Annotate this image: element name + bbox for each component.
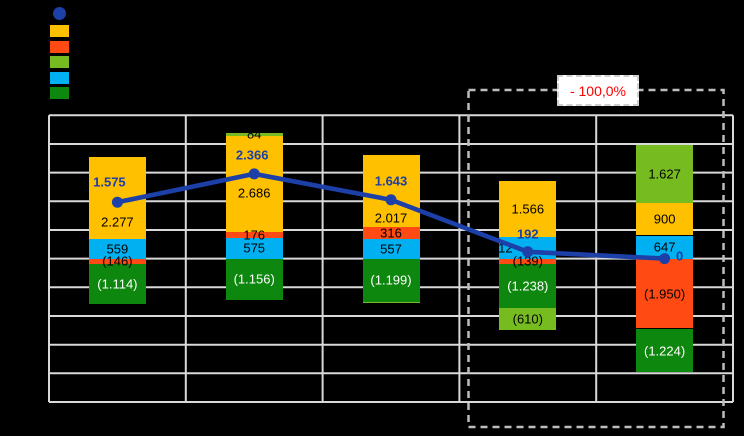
legend	[0, 0, 200, 110]
bar5-segment-yellow[interactable]	[636, 203, 694, 236]
bar2-segment-darkgreen[interactable]	[225, 258, 283, 300]
bar4-label-cyan: 612	[490, 240, 513, 256]
line-point-5[interactable]	[659, 253, 671, 265]
legend-marker-lightgreen-icon	[50, 56, 69, 68]
bar3-segment-yellow[interactable]	[362, 155, 420, 228]
bar1-label-darkgreen: (1.114)	[97, 276, 138, 292]
bar5-label-darkgreen: (1.224)	[643, 343, 686, 358]
bar2-segment-cyan[interactable]	[225, 238, 283, 259]
legend-marker-yellow-icon	[50, 25, 69, 37]
legend-item-yellow[interactable]	[50, 25, 75, 37]
bar4-segment-orange[interactable]	[499, 258, 557, 264]
legend-item-line[interactable]	[50, 7, 72, 20]
legend-marker-cyan-icon	[50, 71, 69, 84]
line-label-4: 192	[516, 226, 539, 242]
annotation-box: - 100,0%	[557, 75, 639, 106]
bar5-segment-orange[interactable]	[636, 258, 694, 329]
bar2-segment-orange[interactable]	[225, 231, 283, 238]
bar3-segment-lightgreen[interactable]	[362, 301, 420, 304]
bar3-segment-cyan[interactable]	[362, 238, 420, 259]
bar1-segment-darkgreen[interactable]	[88, 263, 146, 304]
bar5-segment-lightgreen[interactable]	[636, 144, 694, 204]
bar4-label-yellow: 1.566	[511, 201, 545, 217]
legend-item-orange[interactable]	[50, 40, 75, 53]
bar4-segment-darkgreen[interactable]	[499, 263, 557, 308]
line-label-3: 1.643	[374, 173, 408, 189]
line-label-1: 1.575	[93, 174, 126, 190]
bar5-segment-cyan[interactable]	[636, 235, 694, 259]
bar5-label-orange: (1.950)	[643, 286, 686, 302]
legend-item-cyan[interactable]	[50, 71, 75, 84]
bar1-segment-cyan[interactable]	[88, 238, 146, 259]
bar3-segment-orange[interactable]	[362, 227, 420, 239]
bar2-segment-lightgreen[interactable]	[225, 132, 283, 136]
annotation-text: - 100,0%	[569, 82, 627, 99]
line-point-1[interactable]	[111, 196, 123, 208]
bar1-label-orange: (146)	[102, 253, 133, 269]
bar4-label-darkgreen: (1.238)	[507, 278, 549, 294]
bar2-label-darkgreen: (1.156)	[233, 271, 275, 287]
bar2-segment-yellow[interactable]	[225, 135, 283, 232]
bar5-segment-darkgreen[interactable]	[636, 328, 694, 373]
bar2-label-cyan: 575	[243, 240, 266, 256]
line-label-5: 0	[675, 248, 684, 264]
legend-marker-line-icon	[53, 7, 66, 20]
bar4-label-lightgreen: (610)	[512, 311, 543, 327]
net-result-line[interactable]	[116, 171, 665, 261]
line-point-4[interactable]	[522, 246, 534, 258]
bar1-segment-orange[interactable]	[88, 258, 146, 264]
bar1-label-yellow: 2.277	[101, 214, 134, 230]
legend-item-darkgreen[interactable]	[50, 87, 75, 99]
bar3-label-cyan: 557	[380, 241, 402, 257]
bar5-label-lightgreen: 1.627	[648, 166, 681, 182]
bar2-label-yellow: 2.686	[237, 185, 271, 201]
legend-item-lightgreen[interactable]	[50, 56, 75, 68]
bar5-label-yellow: 900	[653, 211, 676, 227]
bar3-segment-darkgreen[interactable]	[362, 258, 420, 302]
bar4-segment-yellow[interactable]	[499, 180, 557, 237]
line-point-3[interactable]	[385, 194, 397, 206]
bar3-label-orange: 316	[380, 225, 402, 241]
bar3-label-darkgreen: (1.199)	[370, 272, 412, 288]
legend-marker-darkgreen-icon	[50, 87, 69, 99]
line-point-2[interactable]	[248, 168, 260, 180]
bar5-label-cyan: 647	[653, 239, 676, 255]
bar2-label-lightgreen: 84	[246, 126, 262, 142]
bar4-segment-cyan[interactable]	[499, 236, 557, 259]
bar2-label-orange: 176	[243, 227, 266, 243]
bar4-segment-lightgreen[interactable]	[499, 308, 557, 330]
highlight-dashed-box	[467, 88, 725, 429]
bar1-label-cyan: 559	[106, 241, 129, 257]
bar1-segment-yellow[interactable]	[88, 157, 146, 239]
bar4-label-orange: (139)	[512, 253, 543, 269]
bar3-label-yellow: 2.017	[374, 210, 408, 226]
legend-marker-orange-icon	[50, 40, 69, 53]
line-label-2: 2.366	[235, 147, 269, 163]
